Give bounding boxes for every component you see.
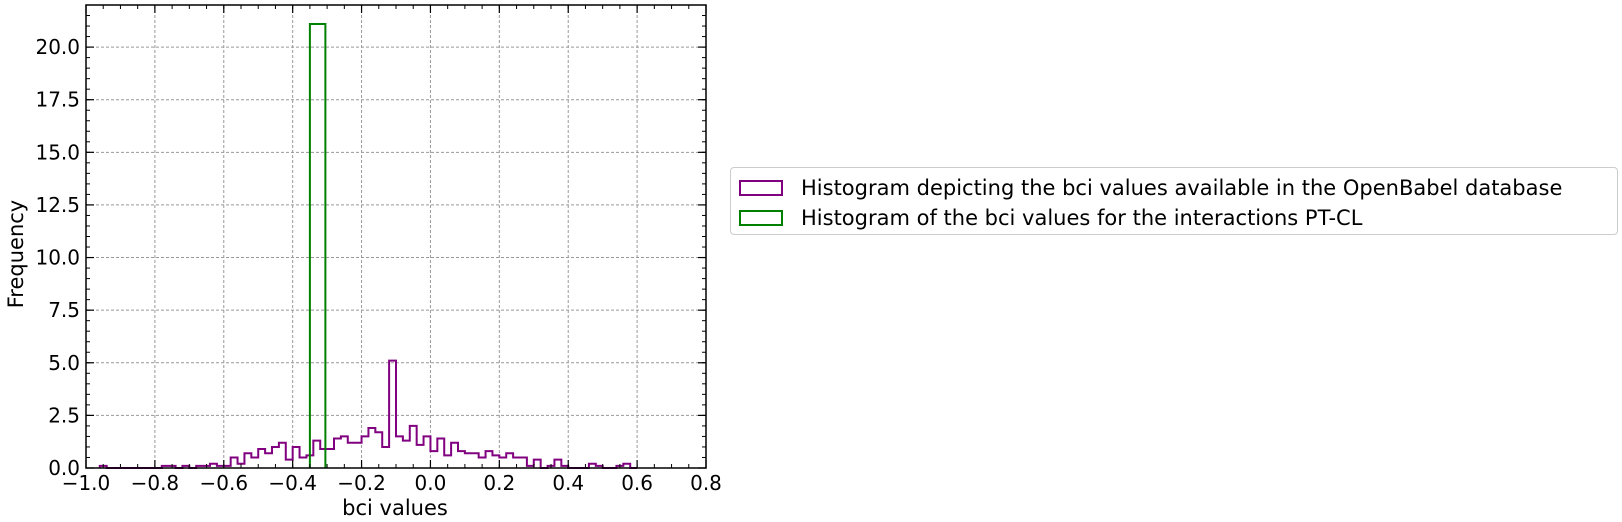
x-tick-label: 0.0 — [415, 471, 447, 495]
x-tick-label: 0.2 — [483, 471, 515, 495]
x-tick-label: −0.8 — [131, 471, 180, 495]
x-tick-label: 0.6 — [621, 471, 653, 495]
legend-label-pt-cl: Histogram of the bci values for the inte… — [801, 206, 1363, 230]
legend-item-pt-cl: Histogram of the bci values for the inte… — [739, 206, 1362, 230]
y-tick-label: 0.0 — [48, 456, 80, 480]
histogram-bar-pt-cl — [308, 22, 327, 468]
y-tick-label: 20.0 — [35, 35, 80, 59]
x-axis-label: bci values — [342, 496, 448, 520]
x-tick-label: −0.2 — [337, 471, 386, 495]
legend-label-openbabel: Histogram depicting the bci values avail… — [801, 176, 1563, 200]
y-tick-label: 7.5 — [48, 298, 80, 322]
x-tick-label: −1.0 — [62, 471, 111, 495]
legend-item-openbabel: Histogram depicting the bci values avail… — [739, 176, 1562, 200]
x-tick-label: 0.8 — [690, 471, 722, 495]
y-tick-label: 2.5 — [48, 403, 80, 427]
legend-swatch-openbabel — [739, 180, 783, 196]
histogram-bars — [98, 22, 638, 469]
y-tick-label: 12.5 — [35, 193, 80, 217]
x-tick-label: 0.4 — [552, 471, 584, 495]
y-tick-label: 10.0 — [35, 246, 80, 270]
y-tick-label: 5.0 — [48, 351, 80, 375]
legend-swatch-pt-cl — [739, 210, 783, 226]
y-tick-label: 17.5 — [35, 88, 80, 112]
x-tick-label: −0.4 — [268, 471, 317, 495]
y-axis-label: Frequency — [4, 200, 28, 309]
legend: Histogram depicting the bci values avail… — [730, 167, 1618, 235]
grid-lines — [86, 5, 706, 468]
x-tick-label: −0.6 — [199, 471, 248, 495]
y-tick-label: 15.0 — [35, 140, 80, 164]
axis-ticks: −1.0 −0.8 −0.6 −0.4 −0.2 0.0 0.2 0.4 0.6 0.8 0.0 2.… — [35, 4, 722, 495]
histogram-step-openbabel — [98, 359, 638, 469]
